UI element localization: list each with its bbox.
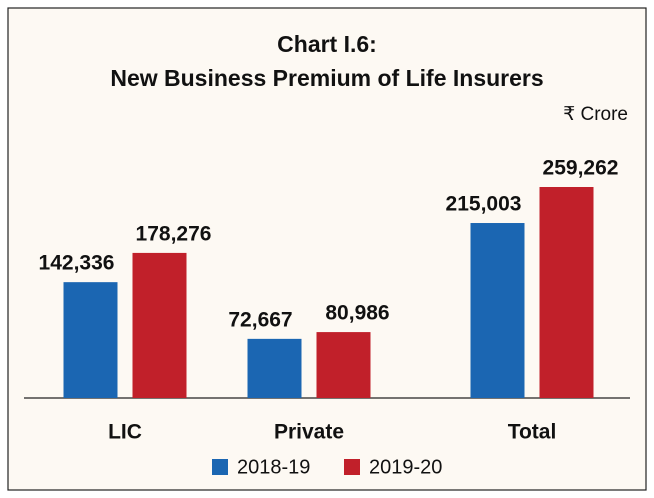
bar [539, 187, 594, 398]
legend-label: 2019-20 [369, 456, 442, 478]
value-label: 142,336 [39, 252, 115, 275]
bar [63, 282, 118, 398]
bar [316, 332, 371, 398]
value-label: 80,986 [325, 302, 389, 325]
value-label: 178,276 [136, 222, 212, 245]
legend-label: 2018-19 [237, 456, 310, 478]
bar [470, 223, 525, 398]
chart-title: New Business Premium of Life Insurers [110, 65, 543, 91]
x-tick-label: Total [508, 421, 557, 444]
chart-title: Chart I.6: [277, 31, 377, 57]
bar [132, 252, 187, 398]
value-label: 72,667 [228, 308, 292, 331]
x-tick-label: Private [274, 421, 344, 444]
x-tick-label: LIC [108, 421, 142, 444]
unit-label: ₹ Crore [563, 104, 628, 125]
bar [247, 338, 302, 398]
legend-swatch [344, 459, 360, 475]
legend-swatch [212, 459, 228, 475]
value-label: 259,262 [543, 157, 619, 180]
value-label: 215,003 [446, 193, 522, 216]
